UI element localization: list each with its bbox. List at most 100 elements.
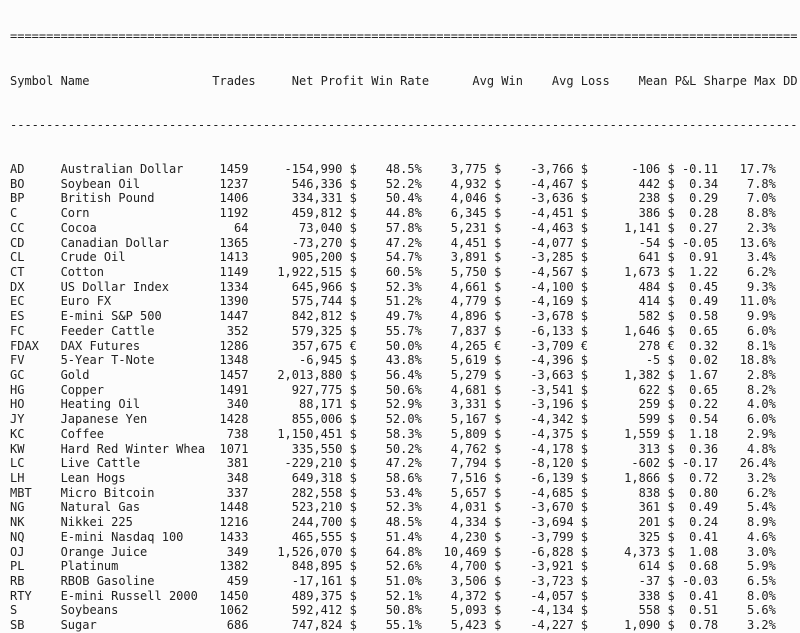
cell-trades: 1062: [212, 603, 249, 618]
cell-win_rate: 52.9%: [356, 397, 422, 412]
cell-avg_win: 4,031 $: [421, 500, 502, 515]
cell-avg_win: 5,279 $: [421, 367, 502, 382]
cell-symbol: AD: [10, 161, 61, 176]
cell-name: E-mini S&P 500: [60, 309, 213, 324]
cell-avg_win: 4,334 $: [421, 515, 502, 530]
table-header-row: Symbol Name Trades Net Profit Win Rate A…: [10, 74, 800, 89]
table-row: RB RBOB Gasoline 459 -17,161 $ 51.0% 3,5…: [10, 574, 800, 589]
cell-net_profit: 2,013,880 $: [248, 367, 357, 382]
cell-trades: 1348: [212, 353, 249, 368]
cell-name: Lean Hogs: [60, 471, 213, 485]
cell-symbol: CT: [10, 264, 61, 279]
cell-name: Live Cattle: [60, 456, 213, 471]
cell-net_profit: 523,210 $: [248, 500, 357, 515]
cell-win_rate: 44.8%: [356, 206, 422, 221]
cell-sharpe: 0.49: [674, 294, 719, 309]
table-row: DX US Dollar Index 1334 645,966 $ 52.3% …: [10, 280, 800, 295]
table-row: CC Cocoa 64 73,040 $ 57.8% 5,231 $ -4,46…: [10, 221, 800, 236]
cell-symbol: HG: [10, 382, 61, 397]
cell-symbol: SB: [10, 618, 61, 633]
cell-symbol: HO: [10, 397, 61, 412]
cell-avg_loss: -4,134 $: [501, 603, 589, 618]
cell-sharpe: 0.32: [674, 338, 719, 353]
cell-avg_win: 10,469 $: [421, 544, 502, 559]
table-row: NK Nikkei 225 1216 244,700 $ 48.5% 4,334…: [10, 515, 800, 530]
cell-avg_win: 5,231 $: [421, 220, 502, 235]
cell-mean_pl: 4,373 $: [588, 544, 675, 559]
cell-mean_pl: 641 $: [588, 250, 675, 265]
table-row: KW Hard Red Winter Whea 1071 335,550 $ 5…: [10, 442, 800, 457]
table-row: HG Copper 1491 927,775 $ 50.6% 4,681 $ -…: [10, 383, 800, 398]
cell-avg_win: 5,750 $: [421, 264, 502, 279]
cell-trades: 686: [212, 618, 249, 633]
cell-avg_win: 4,265 €: [421, 338, 502, 353]
cell-win_rate: 58.3%: [356, 426, 422, 441]
cell-symbol: EC: [10, 294, 61, 309]
cell-net_profit: 334,331 $: [248, 191, 357, 206]
table-row: FC Feeder Cattle 352 579,325 $ 55.7% 7,8…: [10, 324, 800, 339]
table-row: LC Live Cattle 381 -229,210 $ 47.2% 7,79…: [10, 456, 800, 471]
header-cell-avg_loss: Avg Loss: [522, 73, 610, 88]
cell-avg_win: 5,619 $: [421, 353, 502, 368]
cell-sharpe: 1.67: [674, 367, 719, 382]
cell-net_profit: 335,550 $: [248, 441, 357, 456]
cell-net_profit: 575,744 $: [248, 294, 357, 309]
cell-mean_pl: 1,090 $: [588, 618, 675, 633]
cell-net_profit: -73,270 $: [248, 235, 357, 250]
cell-win_rate: 47.2%: [356, 235, 422, 250]
header-cell-sharpe: Sharpe: [696, 73, 747, 88]
cell-net_profit: 546,336 $: [248, 176, 357, 191]
cell-win_rate: 52.1%: [356, 588, 422, 603]
cell-sharpe: -0.05: [674, 235, 719, 250]
cell-sharpe: 0.78: [674, 618, 719, 633]
cell-sharpe: 0.65: [674, 382, 719, 397]
cell-name: Cotton: [60, 264, 213, 279]
cell-net_profit: 579,325 $: [248, 323, 357, 338]
cell-symbol: RB: [10, 574, 61, 589]
cell-sharpe: 0.51: [674, 603, 719, 618]
cell-name: E-mini Nasdaq 100: [60, 529, 213, 544]
cell-avg_loss: -6,133 $: [501, 323, 589, 338]
cell-avg_win: 4,046 $: [421, 191, 502, 206]
cell-name: US Dollar Index: [60, 279, 213, 294]
cell-net_profit: -229,210 $: [248, 456, 357, 471]
cell-avg_win: 3,891 $: [421, 250, 502, 265]
table-row: NG Natural Gas 1448 523,210 $ 52.3% 4,03…: [10, 500, 800, 515]
cell-avg_loss: -3,921 $: [501, 559, 589, 574]
cell-win_rate: 57.8%: [356, 220, 422, 235]
cell-max_dd: 17.7%: [718, 161, 776, 176]
cell-trades: 1447: [212, 309, 249, 324]
cell-sharpe: 0.54: [674, 412, 719, 427]
cell-avg_loss: -4,463 $: [501, 220, 589, 235]
cell-net_profit: 1,922,515 $: [248, 264, 357, 279]
cell-net_profit: 244,700 $: [248, 515, 357, 530]
cell-avg_win: 7,794 $: [421, 456, 502, 471]
cell-mean_pl: 484 $: [588, 279, 675, 294]
cell-max_dd: 4.6%: [718, 529, 776, 544]
cell-net_profit: -154,990 $: [248, 161, 357, 176]
cell-win_rate: 52.3%: [356, 500, 422, 515]
cell-name: Sugar: [60, 618, 213, 633]
cell-avg_loss: -4,057 $: [501, 588, 589, 603]
cell-avg_loss: -4,685 $: [501, 485, 589, 500]
cell-name: Hard Red Winter Whea: [60, 441, 213, 456]
cell-max_dd: 5.6%: [718, 603, 776, 618]
cell-avg_loss: -4,100 $: [501, 279, 589, 294]
cell-name: British Pound: [60, 191, 213, 206]
cell-trades: 352: [212, 323, 249, 338]
cell-name: E-mini Russell 2000: [60, 588, 213, 603]
cell-avg_loss: -3,636 $: [501, 191, 589, 206]
cell-sharpe: 0.49: [674, 500, 719, 515]
cell-max_dd: 3.0%: [718, 544, 776, 559]
cell-symbol: FV: [10, 353, 61, 368]
cell-max_dd: 2.8%: [718, 367, 776, 382]
cell-win_rate: 55.1%: [356, 618, 422, 633]
cell-win_rate: 58.6%: [356, 471, 422, 485]
cell-net_profit: 88,171 $: [248, 397, 357, 412]
cell-name: Soybean Oil: [60, 176, 213, 191]
cell-net_profit: 747,824 $: [248, 618, 357, 633]
cell-avg_win: 5,423 $: [421, 618, 502, 633]
header-cell-net_profit: Net Profit: [255, 73, 365, 88]
cell-name: Euro FX: [60, 294, 213, 309]
